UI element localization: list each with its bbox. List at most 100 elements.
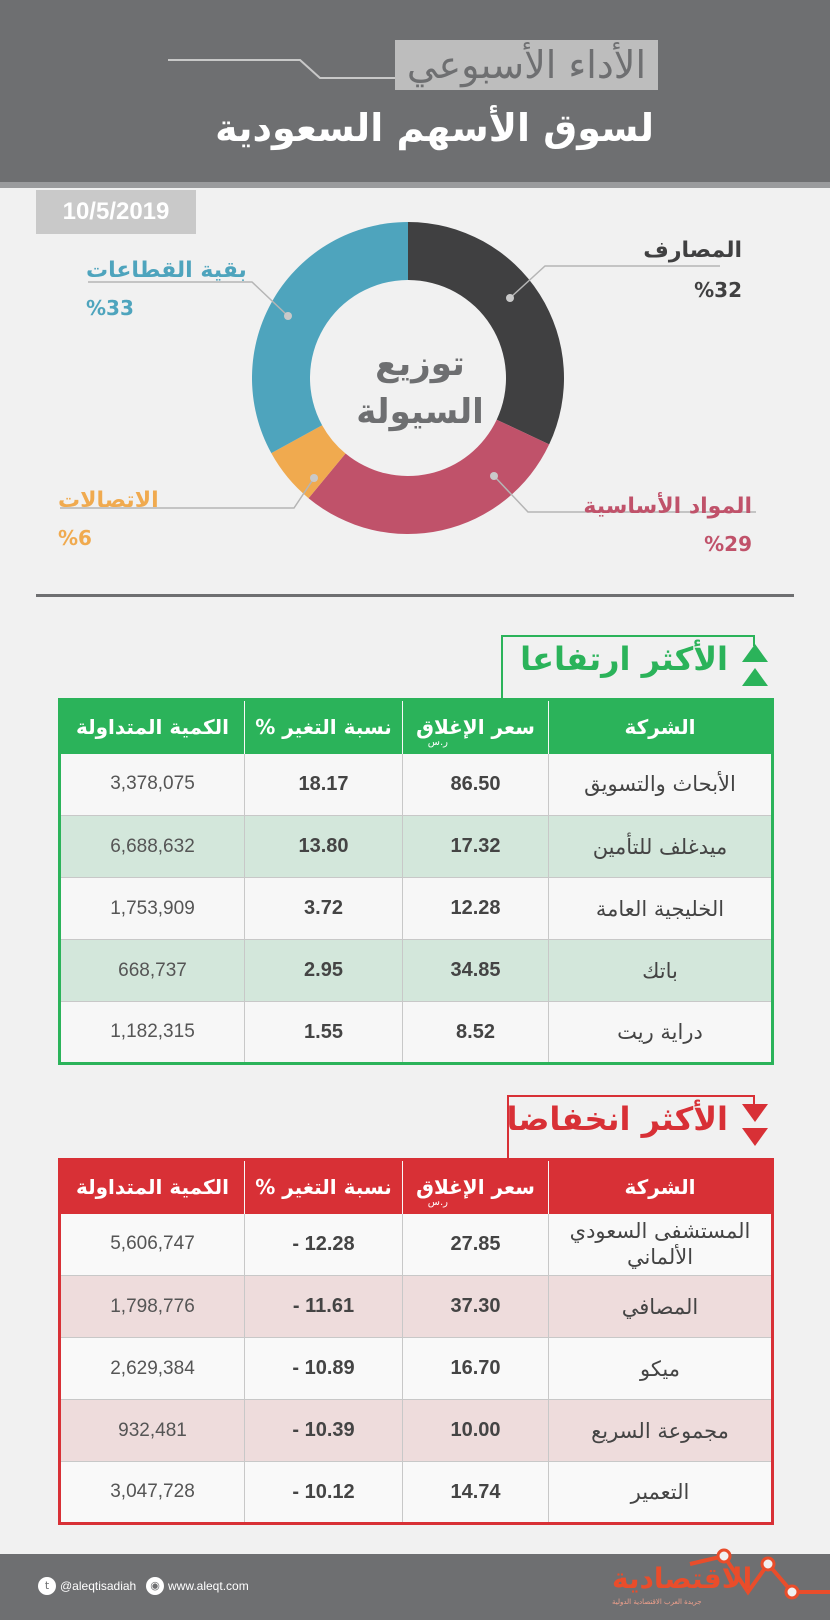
col-volume: الكمية المتداولة xyxy=(59,1159,245,1214)
up-arrow-icon xyxy=(742,644,768,662)
page-supertitle: الأداء الأسبوعي xyxy=(394,40,658,90)
volume-cell: 932,481 xyxy=(59,1399,245,1462)
change-cell: - 11.61 xyxy=(244,1275,403,1338)
header-decoration xyxy=(168,59,450,79)
volume-cell: 3,047,728 xyxy=(59,1461,245,1524)
header-underline xyxy=(0,182,830,188)
slice-pct-others: %33 xyxy=(86,296,134,320)
col-change: نسبة التغير % xyxy=(244,1159,403,1214)
page-title: لسوق الأسهم السعودية xyxy=(215,106,654,150)
company-cell: الخليجية العامة xyxy=(548,877,773,940)
company-cell: المصافي xyxy=(548,1275,773,1338)
close-cell: 27.85 xyxy=(402,1213,549,1276)
down-arrow-icon xyxy=(742,1128,768,1146)
close-cell: 14.74 xyxy=(402,1461,549,1524)
brand-tagline: جريدة العرب الاقتصادية الدولية xyxy=(612,1598,702,1606)
change-cell: - 10.12 xyxy=(244,1461,403,1524)
table-row: المستشفى السعودي الألماني 27.85 - 12.28 … xyxy=(59,1213,773,1276)
volume-cell: 668,737 xyxy=(59,939,245,1002)
col-close: سعر الإغلاق ر.س xyxy=(402,1159,549,1214)
down-arrow-icon xyxy=(742,1104,768,1122)
col-change: نسبة التغير % xyxy=(244,699,403,754)
close-cell: 10.00 xyxy=(402,1399,549,1462)
slice-label-others: بقية القطاعات xyxy=(86,258,247,283)
company-cell: دراية ريت xyxy=(548,1001,773,1064)
company-cell: ميكو xyxy=(548,1337,773,1400)
change-cell: 2.95 xyxy=(244,939,403,1002)
gainers-title-frame xyxy=(501,635,755,700)
volume-cell: 2,629,384 xyxy=(59,1337,245,1400)
close-cell: 12.28 xyxy=(402,877,549,940)
slice-others-leader-dot xyxy=(284,312,292,320)
col-company: الشركة xyxy=(548,699,773,754)
company-cell: التعمير xyxy=(548,1461,773,1524)
slice-label-telecom: الاتصالات xyxy=(58,488,159,513)
globe-icon: ◉ xyxy=(146,1577,164,1595)
liquidity-donut-chart xyxy=(60,222,756,534)
currency-unit: ر.س xyxy=(427,737,448,748)
company-cell: ميدغلف للتأمين xyxy=(548,815,773,878)
table-row: ميدغلف للتأمين 17.32 13.80 6,688,632 xyxy=(59,815,773,878)
col-close-label: سعر الإغلاق xyxy=(416,715,535,740)
website-link[interactable]: www.aleqt.com xyxy=(168,1579,249,1593)
twitter-handle[interactable]: @aleqtisadiah xyxy=(60,1579,137,1593)
up-arrow-icon xyxy=(742,668,768,686)
change-cell: 13.80 xyxy=(244,815,403,878)
col-close-label: سعر الإغلاق xyxy=(416,1175,535,1200)
losers-table: الشركة سعر الإغلاق ر.س نسبة التغير % الكم… xyxy=(58,1158,774,1525)
chart-title: توزيع السيولة xyxy=(356,344,484,432)
currency-unit: ر.س xyxy=(427,1197,448,1208)
slice-pct-banks: %32 xyxy=(694,278,742,302)
slice-label-materials: المواد الأساسية xyxy=(583,494,752,519)
slice-pct-materials: %29 xyxy=(704,532,752,556)
close-cell: 86.50 xyxy=(402,753,549,816)
change-cell: - 10.89 xyxy=(244,1337,403,1400)
slice-others-leader-line xyxy=(88,281,289,317)
change-cell: - 12.28 xyxy=(244,1213,403,1276)
table-row: ميكو 16.70 - 10.89 2,629,384 xyxy=(59,1337,773,1400)
volume-cell: 1,753,909 xyxy=(59,877,245,940)
table-row: باتك 34.85 2.95 668,737 xyxy=(59,939,773,1002)
close-cell: 16.70 xyxy=(402,1337,549,1400)
col-volume: الكمية المتداولة xyxy=(59,699,245,754)
section-divider xyxy=(36,594,794,597)
gainers-table: الشركة سعر الإغلاق ر.س نسبة التغير % الكم… xyxy=(58,698,774,1065)
slice-telecom-leader-dot xyxy=(310,474,318,482)
slice-materials-leader-dot xyxy=(490,472,498,480)
slice-banks xyxy=(408,222,564,445)
company-cell: الأبحاث والتسويق xyxy=(548,753,773,816)
volume-cell: 1,182,315 xyxy=(59,1001,245,1064)
table-row: مجموعة السريع 10.00 - 10.39 932,481 xyxy=(59,1399,773,1462)
col-company: الشركة xyxy=(548,1159,773,1214)
company-cell: باتك xyxy=(548,939,773,1002)
close-cell: 37.30 xyxy=(402,1275,549,1338)
volume-cell: 5,606,747 xyxy=(59,1213,245,1276)
col-close: سعر الإغلاق ر.س xyxy=(402,699,549,754)
slice-label-banks: المصارف xyxy=(643,238,742,263)
slice-telecom xyxy=(271,425,346,499)
twitter-icon: t xyxy=(38,1577,56,1595)
volume-cell: 3,378,075 xyxy=(59,753,245,816)
slice-pct-telecom: %6 xyxy=(58,526,92,550)
gainers-title: الأكثر ارتفاعا xyxy=(520,640,728,678)
date-badge: 10/5/2019 xyxy=(36,190,196,234)
slice-materials xyxy=(308,419,550,534)
company-cell: مجموعة السريع xyxy=(548,1399,773,1462)
company-cell: المستشفى السعودي الألماني xyxy=(548,1213,773,1276)
change-cell: 18.17 xyxy=(244,753,403,816)
change-cell: 3.72 xyxy=(244,877,403,940)
losers-title-frame xyxy=(507,1095,755,1160)
table-row: التعمير 14.74 - 10.12 3,047,728 xyxy=(59,1461,773,1524)
volume-cell: 6,688,632 xyxy=(59,815,245,878)
table-row: الخليجية العامة 12.28 3.72 1,753,909 xyxy=(59,877,773,940)
brand-logo: الاقتصادية xyxy=(612,1562,753,1595)
close-cell: 17.32 xyxy=(402,815,549,878)
header-band xyxy=(0,0,830,182)
close-cell: 8.52 xyxy=(402,1001,549,1064)
table-row: المصافي 37.30 - 11.61 1,798,776 xyxy=(59,1275,773,1338)
footer-trend-decoration xyxy=(689,1548,830,1600)
table-header-row: الشركة سعر الإغلاق ر.س نسبة التغير % الكم… xyxy=(59,1159,773,1214)
table-row: الأبحاث والتسويق 86.50 18.17 3,378,075 xyxy=(59,753,773,816)
slice-telecom-leader-line xyxy=(60,477,315,509)
change-cell: 1.55 xyxy=(244,1001,403,1064)
